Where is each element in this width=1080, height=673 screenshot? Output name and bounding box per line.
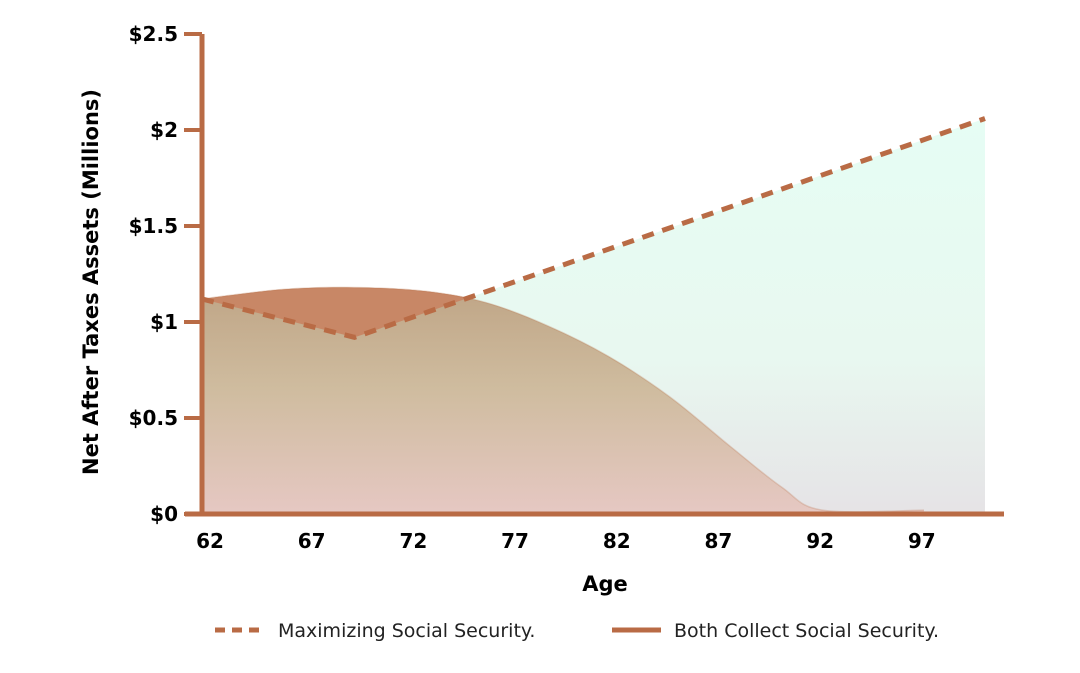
line-both-collect	[201, 286, 924, 513]
y-axis-title: Net After Taxes Assets (Millions)	[79, 89, 103, 475]
y-tick-label-5: $2.5	[129, 22, 178, 46]
x-tick-label-6: 92	[806, 529, 834, 553]
y-tick-label-1: $0.5	[129, 406, 178, 430]
legend-label-both: Both Collect Social Security.	[674, 620, 939, 642]
y-tick-label-3: $1.5	[129, 214, 178, 238]
area-both-collect	[202, 287, 924, 514]
x-axis-title: Age	[582, 572, 628, 596]
line-maximizing	[201, 116, 986, 340]
legend: Maximizing Social Security. Both Collect…	[215, 620, 939, 642]
legend-label-maximizing: Maximizing Social Security.	[278, 620, 535, 642]
y-tick-label-4: $2	[150, 118, 178, 142]
x-tick-label-5: 87	[705, 529, 733, 553]
x-tick-label-1: 67	[298, 529, 326, 553]
x-tick-label-4: 82	[603, 529, 631, 553]
y-tick-label-0: $0	[150, 502, 178, 526]
x-tick-label-2: 72	[399, 529, 427, 553]
x-tick-label-7: 97	[908, 529, 936, 553]
x-tick-label-0: 62	[196, 529, 224, 553]
x-tick-label-3: 77	[501, 529, 529, 553]
y-tick-label-2: $1	[150, 310, 178, 334]
